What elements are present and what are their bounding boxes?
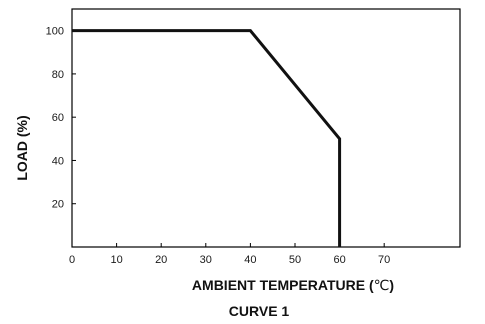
x-tick-label: 60 <box>333 254 345 266</box>
x-tick-label: 30 <box>200 254 212 266</box>
x-axis-title-text: AMBIENT TEMPERATURE ( <box>192 277 374 293</box>
y-axis-title: LOAD (%) <box>14 115 30 180</box>
y-tick-label: 40 <box>52 155 64 167</box>
y-tick-label: 80 <box>52 69 64 81</box>
curve-caption: CURVE 1 <box>229 303 290 319</box>
x-axis-ticks: 0 10 20 30 40 50 60 70 <box>69 243 390 266</box>
x-axis-title: AMBIENT TEMPERATURE (℃) <box>192 277 394 294</box>
plot-frame <box>71 8 461 248</box>
derating-curve-line <box>72 29 342 247</box>
y-tick-label: 100 <box>46 26 64 38</box>
x-tick-label: 40 <box>244 254 256 266</box>
x-tick-label: 50 <box>289 254 301 266</box>
y-tick-label: 60 <box>52 112 64 124</box>
x-tick-label: 70 <box>378 254 390 266</box>
plot-frame-group <box>71 8 461 248</box>
x-axis-title-close: ) <box>389 277 394 293</box>
x-tick-label: 20 <box>155 254 167 266</box>
x-axis-title-unit: ℃ <box>374 278 390 294</box>
x-tick-label: 10 <box>110 254 122 266</box>
series-group <box>72 29 342 247</box>
y-axis-ticks: 20 40 60 80 100 <box>46 26 76 211</box>
x-tick-label: 0 <box>69 254 75 266</box>
y-tick-label: 20 <box>52 199 64 211</box>
